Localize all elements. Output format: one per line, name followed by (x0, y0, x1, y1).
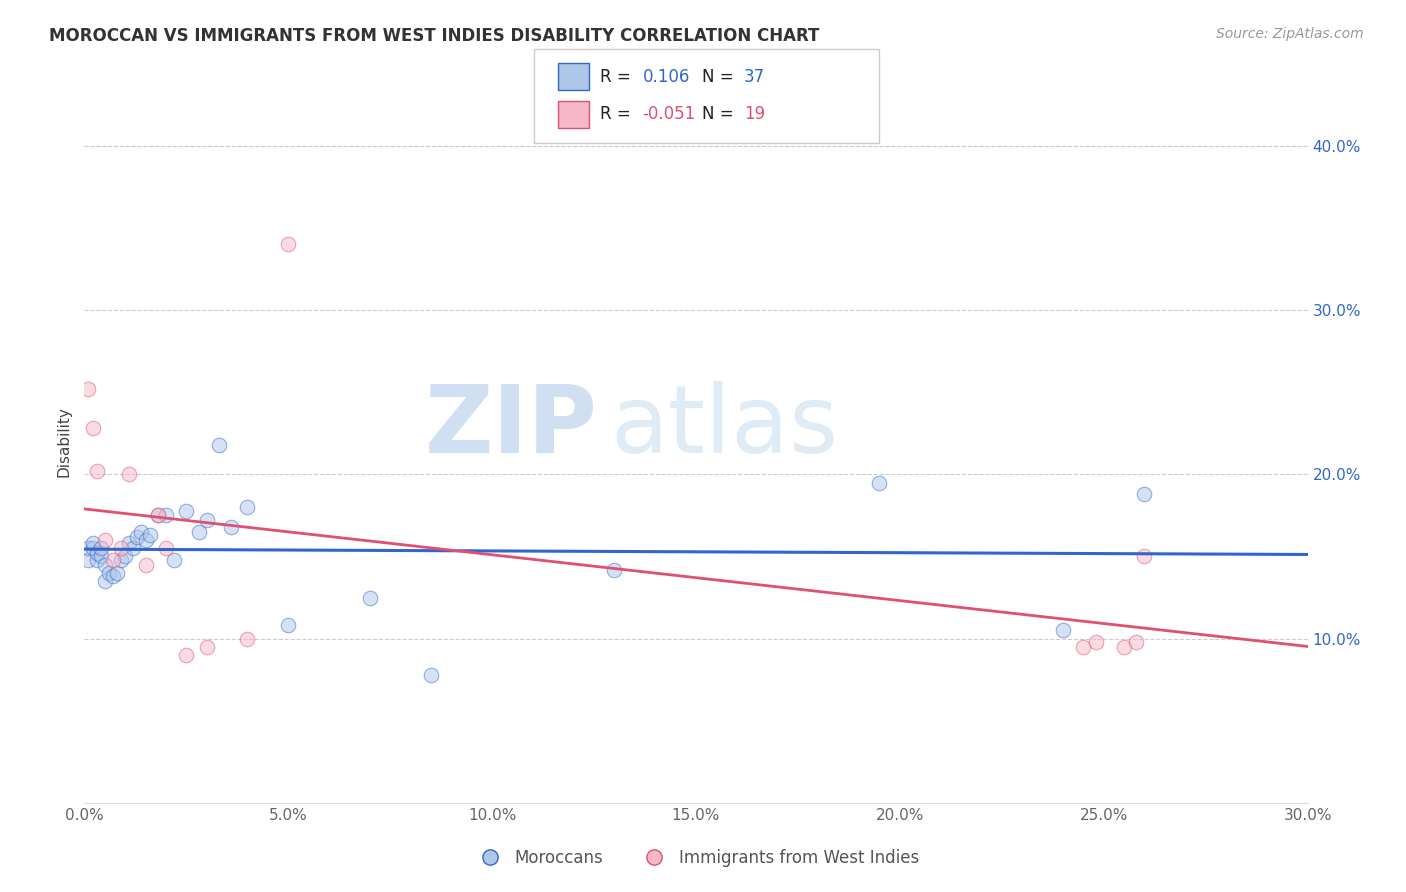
Text: 37: 37 (744, 68, 765, 86)
Text: R =: R = (600, 68, 637, 86)
Point (277, 237, 299, 252)
Point (86, 546, 108, 560)
Point (127, 530, 149, 544)
Point (131, 524, 153, 539)
Point (869, 475, 891, 490)
Text: N =: N = (702, 105, 738, 123)
Point (86, 553, 108, 567)
Text: 19: 19 (744, 105, 765, 123)
Text: N =: N = (702, 68, 738, 86)
Point (1133, 487, 1156, 501)
Point (155, 508, 177, 523)
Text: 0.106: 0.106 (643, 68, 690, 86)
Point (110, 541, 132, 556)
Point (603, 563, 626, 577)
Y-axis label: Disability: Disability (56, 406, 72, 477)
Point (93, 558, 115, 572)
Point (1052, 624, 1074, 638)
Text: ZIP: ZIP (425, 381, 598, 473)
Point (97, 566, 120, 580)
Point (219, 520, 242, 534)
Point (93, 574, 115, 588)
Point (1114, 640, 1136, 654)
Text: -0.051: -0.051 (643, 105, 696, 123)
Point (93, 533, 115, 547)
Point (155, 541, 177, 556)
Point (1133, 549, 1156, 564)
Point (122, 541, 145, 556)
Point (195, 640, 218, 654)
Legend: Moroccans, Immigrants from West Indies: Moroccans, Immigrants from West Indies (467, 843, 925, 874)
Point (135, 558, 157, 572)
Point (118, 536, 141, 550)
Point (208, 438, 231, 452)
Point (146, 508, 169, 523)
Point (236, 500, 259, 515)
Point (146, 508, 169, 523)
Point (187, 524, 209, 539)
Point (82, 541, 104, 556)
Point (114, 549, 136, 564)
Point (86, 464, 108, 478)
Point (1073, 640, 1095, 654)
Point (277, 618, 299, 632)
Point (77, 553, 100, 567)
Point (101, 569, 124, 583)
Point (174, 503, 197, 517)
Point (110, 553, 132, 567)
Point (101, 553, 124, 567)
Point (174, 648, 197, 662)
Point (1084, 635, 1107, 649)
Point (90, 549, 112, 564)
Point (90, 541, 112, 556)
Point (1125, 635, 1147, 649)
Point (105, 566, 128, 580)
Point (77, 541, 100, 556)
Text: R =: R = (600, 105, 637, 123)
Point (77, 382, 100, 396)
Text: Source: ZipAtlas.com: Source: ZipAtlas.com (1216, 27, 1364, 41)
Point (135, 533, 157, 547)
Point (195, 513, 218, 527)
Point (82, 536, 104, 550)
Text: MOROCCAN VS IMMIGRANTS FROM WEST INDIES DISABILITY CORRELATION CHART: MOROCCAN VS IMMIGRANTS FROM WEST INDIES … (49, 27, 820, 45)
Point (82, 421, 104, 435)
Text: atlas: atlas (610, 381, 838, 473)
Point (118, 467, 141, 482)
Point (163, 553, 186, 567)
Point (138, 528, 160, 542)
Point (420, 667, 443, 681)
Point (236, 632, 259, 646)
Point (359, 591, 381, 605)
